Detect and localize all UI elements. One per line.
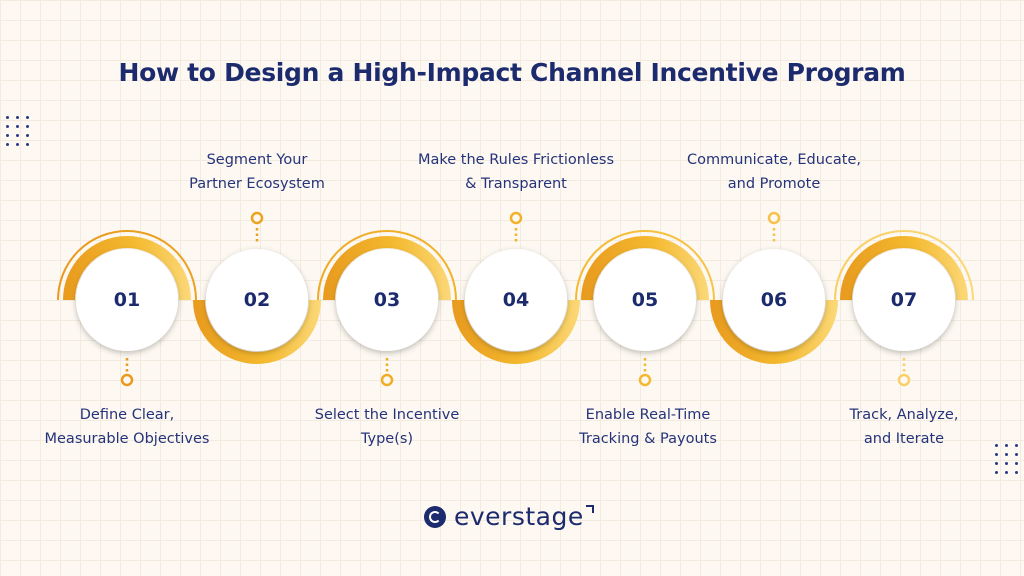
step-number-02: 02 [243,289,271,311]
step-label-line: Make the Rules Frictionless [417,152,615,168]
everstage-logo-icon [424,505,446,528]
pin-marker-04 [509,211,523,242]
step-label-01: Define Clear, Measurable Objectives [17,403,237,451]
page-title: How to Design a High-Impact Channel Ince… [118,58,906,87]
logo-corner-mark-icon [585,504,594,513]
step-number-01: 01 [113,289,141,311]
brand-name: everstage [454,502,584,531]
arc-01 [63,236,191,300]
arc-03 [323,236,451,300]
step-label-05: Enable Real-Time Tracking & Payouts [538,403,758,451]
step-label-line: Partner Ecosystem [189,176,325,192]
step-number-03: 03 [373,289,401,311]
step-label-line: and Promote [727,176,821,192]
arc-02 [193,300,321,364]
step-number-06: 06 [760,289,788,311]
step-label-line: Define Clear, [79,407,175,423]
arc-04 [452,300,580,364]
step-label-line: Type(s) [360,431,414,447]
pin-marker-06 [767,211,781,242]
step-label-04: Make the Rules Frictionless & Transparen… [396,148,636,196]
pin-marker-02 [250,211,264,242]
pin-marker-07 [897,358,911,387]
step-number-05: 05 [631,289,659,311]
step-label-line: Measurable Objectives [44,431,210,447]
step-number-04: 04 [502,289,530,311]
arc-07 [840,236,968,300]
step-label-line: Select the Incentive [314,407,460,423]
step-label-line: Tracking & Payouts [579,431,717,447]
arc-05 [581,236,709,300]
decorative-dot-grid-right [995,444,1019,474]
pin-marker-01 [120,358,134,387]
pin-marker-03 [380,358,394,387]
step-label-line: Track, Analyze, [849,407,959,423]
step-label-line: Segment Your [206,152,308,168]
pin-marker-05 [638,358,652,387]
brand-logo: everstage [424,502,594,531]
arc-06 [710,300,838,364]
step-label-07: Track, Analyze, and Iterate [794,403,1014,451]
step-label-06: Communicate, Educate, and Promote [654,148,894,196]
decorative-dot-grid-left [6,116,30,146]
step-number-07: 07 [890,289,918,311]
step-label-line: Communicate, Educate, [687,152,861,168]
step-label-line: & Transparent [465,176,567,192]
step-label-line: Enable Real-Time [585,407,711,423]
step-label-line: and Iterate [863,431,945,447]
step-label-03: Select the Incentive Type(s) [277,403,497,451]
step-label-02: Segment Your Partner Ecosystem [147,148,367,196]
